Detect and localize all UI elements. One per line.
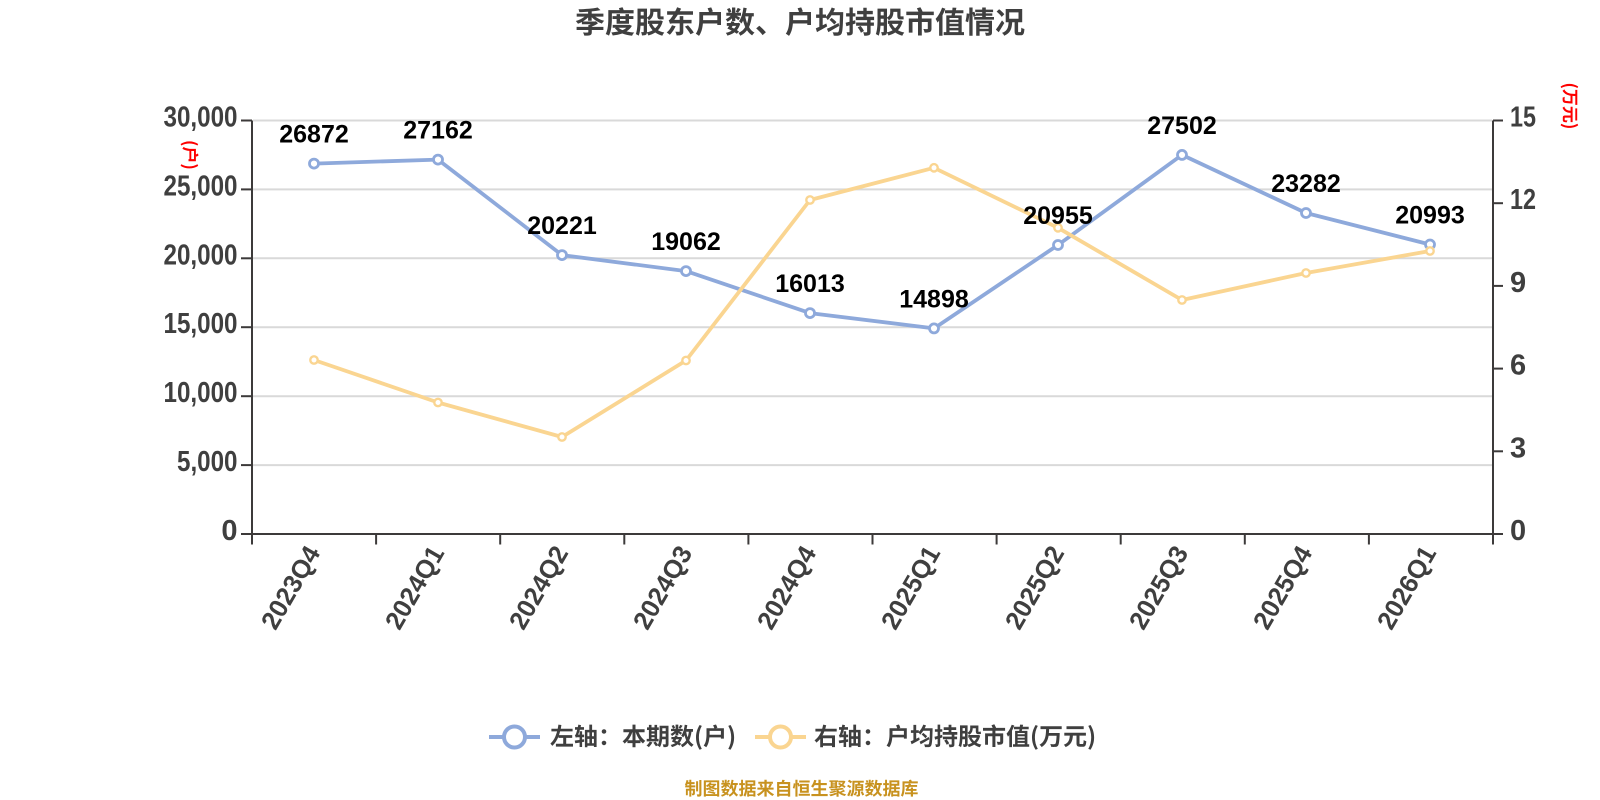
svg-text:6: 6 — [1510, 350, 1526, 382]
svg-text:26872: 26872 — [279, 121, 349, 149]
svg-text:30,000: 30,000 — [164, 102, 238, 134]
svg-text:12: 12 — [1510, 184, 1536, 216]
svg-text:9: 9 — [1510, 267, 1526, 299]
svg-text:14898: 14898 — [899, 285, 969, 313]
svg-text:10,000: 10,000 — [164, 377, 238, 409]
svg-text:19062: 19062 — [651, 228, 721, 256]
svg-text:16013: 16013 — [775, 270, 845, 298]
svg-text:23282: 23282 — [1271, 170, 1341, 198]
svg-text:27162: 27162 — [403, 117, 473, 145]
svg-text:20,000: 20,000 — [164, 239, 238, 271]
svg-text:15: 15 — [1510, 102, 1536, 134]
svg-text:25,000: 25,000 — [164, 170, 238, 202]
svg-text:5,000: 5,000 — [177, 446, 238, 478]
svg-text:20993: 20993 — [1395, 202, 1465, 230]
svg-text:20221: 20221 — [527, 212, 597, 240]
svg-text:15,000: 15,000 — [164, 308, 238, 340]
svg-text:3: 3 — [1510, 432, 1526, 464]
svg-text:0: 0 — [1510, 515, 1526, 547]
svg-text:20955: 20955 — [1023, 202, 1093, 230]
svg-text:27502: 27502 — [1147, 112, 1217, 140]
svg-text:0: 0 — [221, 515, 237, 547]
